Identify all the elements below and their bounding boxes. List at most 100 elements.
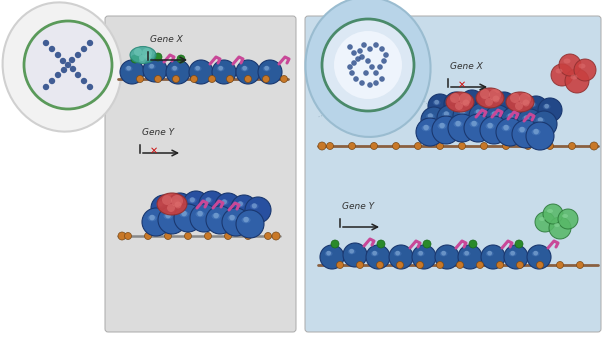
Circle shape bbox=[471, 121, 477, 126]
Ellipse shape bbox=[536, 117, 544, 123]
Circle shape bbox=[590, 142, 598, 150]
Circle shape bbox=[165, 213, 171, 218]
Circle shape bbox=[258, 60, 282, 84]
Circle shape bbox=[508, 113, 513, 118]
Circle shape bbox=[460, 90, 484, 114]
Circle shape bbox=[212, 60, 236, 84]
Circle shape bbox=[395, 251, 400, 255]
Circle shape bbox=[238, 201, 243, 207]
Circle shape bbox=[131, 55, 139, 63]
Circle shape bbox=[70, 66, 76, 72]
Circle shape bbox=[204, 233, 212, 240]
Circle shape bbox=[55, 72, 61, 78]
Circle shape bbox=[242, 66, 247, 70]
Circle shape bbox=[487, 251, 492, 255]
Ellipse shape bbox=[422, 125, 431, 131]
Circle shape bbox=[538, 98, 562, 122]
Circle shape bbox=[264, 66, 269, 70]
Circle shape bbox=[456, 121, 461, 126]
Circle shape bbox=[349, 249, 354, 253]
Circle shape bbox=[444, 92, 468, 116]
Circle shape bbox=[174, 202, 182, 209]
Circle shape bbox=[87, 84, 93, 90]
Circle shape bbox=[466, 96, 471, 100]
Circle shape bbox=[125, 233, 131, 240]
Ellipse shape bbox=[371, 251, 379, 256]
Circle shape bbox=[418, 251, 423, 255]
Ellipse shape bbox=[463, 251, 471, 256]
Circle shape bbox=[524, 115, 529, 120]
Circle shape bbox=[459, 93, 471, 105]
Ellipse shape bbox=[194, 66, 201, 71]
Circle shape bbox=[171, 195, 183, 207]
Circle shape bbox=[464, 251, 469, 255]
Circle shape bbox=[533, 251, 538, 255]
Ellipse shape bbox=[476, 88, 504, 108]
Circle shape bbox=[504, 245, 528, 269]
Circle shape bbox=[574, 59, 596, 81]
Circle shape bbox=[523, 99, 529, 106]
Circle shape bbox=[481, 245, 505, 269]
Ellipse shape bbox=[148, 215, 157, 221]
Circle shape bbox=[508, 94, 532, 118]
Ellipse shape bbox=[486, 251, 494, 256]
Ellipse shape bbox=[426, 114, 434, 119]
Circle shape bbox=[60, 58, 66, 64]
Ellipse shape bbox=[417, 251, 425, 256]
Ellipse shape bbox=[509, 251, 517, 256]
Circle shape bbox=[381, 58, 387, 64]
Circle shape bbox=[243, 217, 249, 222]
Circle shape bbox=[154, 53, 162, 61]
Circle shape bbox=[158, 206, 186, 234]
Circle shape bbox=[450, 98, 455, 102]
Ellipse shape bbox=[130, 47, 156, 63]
Circle shape bbox=[343, 243, 367, 267]
Ellipse shape bbox=[204, 197, 212, 203]
Circle shape bbox=[428, 94, 452, 118]
Circle shape bbox=[421, 107, 447, 133]
Ellipse shape bbox=[195, 211, 204, 217]
Text: ✕: ✕ bbox=[150, 146, 158, 156]
Circle shape bbox=[231, 195, 257, 221]
Circle shape bbox=[326, 251, 331, 255]
Ellipse shape bbox=[125, 66, 132, 71]
Circle shape bbox=[190, 204, 218, 232]
Circle shape bbox=[519, 93, 531, 105]
Circle shape bbox=[353, 76, 359, 82]
Circle shape bbox=[357, 48, 363, 54]
Circle shape bbox=[347, 44, 353, 50]
FancyBboxPatch shape bbox=[305, 16, 601, 332]
Circle shape bbox=[224, 233, 232, 240]
Circle shape bbox=[142, 208, 170, 236]
Ellipse shape bbox=[517, 127, 526, 133]
Circle shape bbox=[487, 123, 493, 128]
Circle shape bbox=[172, 75, 180, 83]
Circle shape bbox=[437, 105, 463, 131]
Ellipse shape bbox=[522, 116, 531, 121]
Circle shape bbox=[154, 75, 162, 83]
Circle shape bbox=[359, 80, 365, 86]
Circle shape bbox=[476, 109, 481, 115]
Ellipse shape bbox=[562, 214, 568, 218]
Circle shape bbox=[469, 103, 495, 129]
Ellipse shape bbox=[263, 66, 270, 71]
Circle shape bbox=[322, 19, 414, 111]
Circle shape bbox=[424, 125, 429, 130]
Circle shape bbox=[383, 52, 389, 58]
Circle shape bbox=[75, 72, 81, 78]
Circle shape bbox=[359, 54, 365, 60]
Circle shape bbox=[209, 75, 215, 83]
Circle shape bbox=[167, 204, 175, 212]
Circle shape bbox=[377, 64, 383, 70]
Circle shape bbox=[126, 66, 131, 70]
Circle shape bbox=[538, 117, 543, 122]
Ellipse shape bbox=[188, 197, 197, 203]
Circle shape bbox=[137, 75, 143, 83]
Circle shape bbox=[206, 206, 234, 234]
Ellipse shape bbox=[513, 100, 520, 105]
Circle shape bbox=[533, 129, 539, 134]
Circle shape bbox=[166, 60, 190, 84]
Ellipse shape bbox=[481, 96, 489, 101]
Ellipse shape bbox=[172, 200, 180, 205]
Circle shape bbox=[435, 245, 459, 269]
